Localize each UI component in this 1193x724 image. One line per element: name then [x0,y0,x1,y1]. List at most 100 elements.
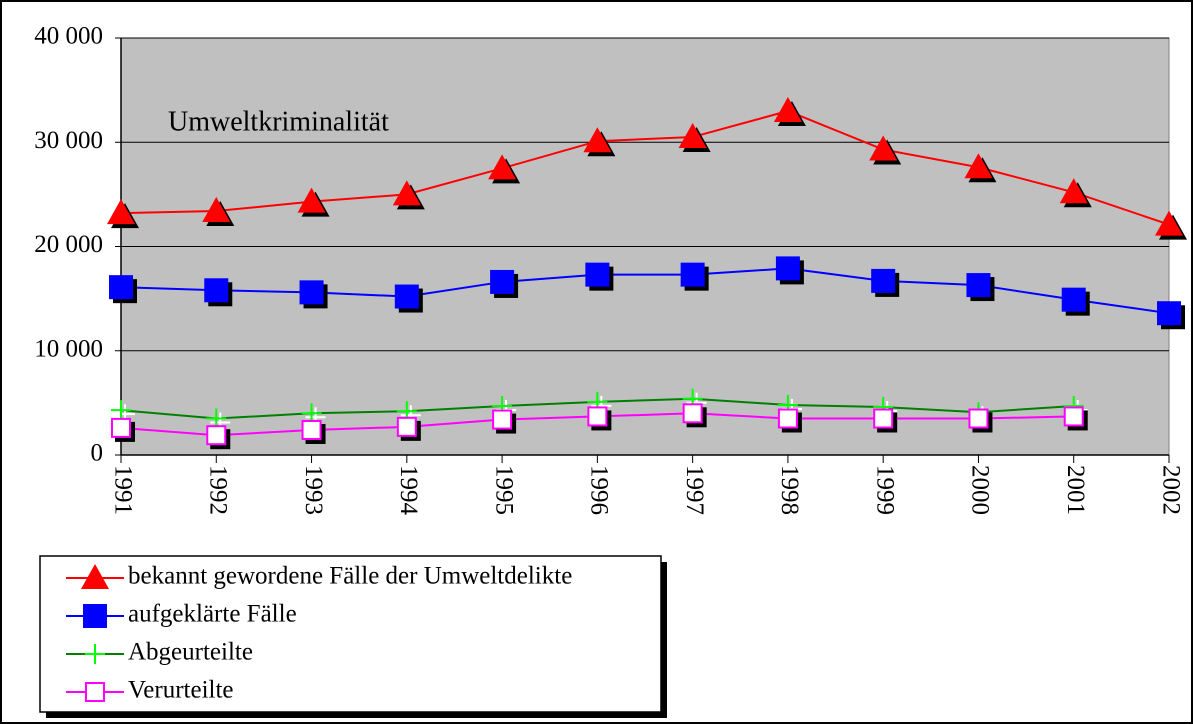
x-tick-label: 2002 [1157,465,1184,515]
legend-marker [85,644,105,664]
data-point [109,275,137,304]
legend-marker [85,682,105,702]
x-tick-label: 1997 [681,465,708,515]
data-point [871,268,900,297]
data-point [964,153,997,183]
x-tick-label: 2000 [967,465,994,515]
y-tick-label: 30 000 [34,127,103,154]
marker-shape [775,256,800,281]
data-point [297,187,330,217]
marker-shape [392,180,421,206]
legend [39,555,662,713]
x-tick-label: 1996 [586,465,613,515]
marker-shape [297,187,326,213]
marker-shape [396,416,417,437]
series-line [120,109,1170,226]
data-point [1155,210,1187,240]
marker-shape [81,564,109,589]
marker-shape [202,197,231,223]
x-tick-label: 2001 [1062,465,1089,515]
data-point [968,408,993,433]
data-point [966,273,995,302]
data-point [204,278,233,307]
data-point [587,406,612,431]
data-point [873,408,898,433]
marker-shape [488,154,517,180]
y-tick-label: 0 [91,440,104,467]
data-point [488,154,521,184]
marker-shape [1063,406,1084,427]
x-tick-label: 1995 [490,465,517,515]
marker-shape [682,403,703,424]
marker-shape [301,419,322,440]
data-point [394,284,423,313]
marker-shape [85,682,105,702]
marker-shape [83,604,107,628]
y-tick-label: 20 000 [34,231,103,258]
x-tick-label: 1998 [776,465,803,515]
legend-label: Verurteilte [128,677,234,704]
chart-title: Umweltkriminalität [168,106,389,137]
data-point [583,127,616,157]
legend-marker [81,564,109,589]
marker-shape [968,408,989,429]
data-point [111,400,135,425]
marker-shape [585,262,610,287]
data-point [107,199,139,229]
data-point [202,197,235,227]
legend-label: Abgeurteilte [128,639,253,666]
data-point [492,409,517,434]
marker-shape [111,417,131,438]
marker-shape [492,409,513,430]
data-point [1059,178,1092,208]
marker-shape [873,408,894,429]
marker-shape [490,269,515,294]
marker-shape [871,268,896,293]
data-point [396,416,421,441]
marker-shape [1155,210,1183,236]
data-point [1061,287,1090,316]
x-tick-label: 1992 [205,465,232,515]
data-point [301,419,326,444]
data-point [680,262,709,291]
marker-shape [109,275,133,300]
data-point [1063,406,1088,431]
data-point [206,425,231,450]
legend-marker [83,604,107,628]
marker-shape [680,262,705,287]
marker-shape [773,96,802,122]
y-tick-label: 10 000 [34,335,103,362]
marker-shape [964,153,993,179]
marker-shape [107,199,135,225]
marker-shape [966,273,991,298]
marker-shape [394,284,419,309]
marker-shape [1061,287,1086,312]
marker-shape [1059,178,1088,204]
data-point [585,262,614,291]
data-point [869,135,902,165]
data-point [678,123,711,153]
data-point [773,96,806,126]
marker-shape [583,127,612,153]
data-point [777,408,802,433]
data-point [111,417,135,442]
x-tick-label: 1993 [300,465,327,515]
data-point [775,256,804,285]
marker-shape [299,280,324,305]
marker-shape [1157,301,1181,326]
marker-shape [587,406,608,427]
x-tick-label: 1994 [395,465,422,516]
x-tick-label: 1991 [109,465,136,515]
marker-shape [869,135,898,161]
data-point [490,269,519,298]
marker-shape [206,425,227,446]
marker-shape [777,408,798,429]
data-point [1157,301,1185,330]
data-point [392,180,425,210]
data-point [682,403,707,428]
legend-label: aufgeklärte Fälle [128,601,297,628]
marker-shape [204,278,229,303]
data-point [299,280,328,309]
legend-label: bekannt gewordene Fälle der Umweltdelikt… [128,563,572,590]
